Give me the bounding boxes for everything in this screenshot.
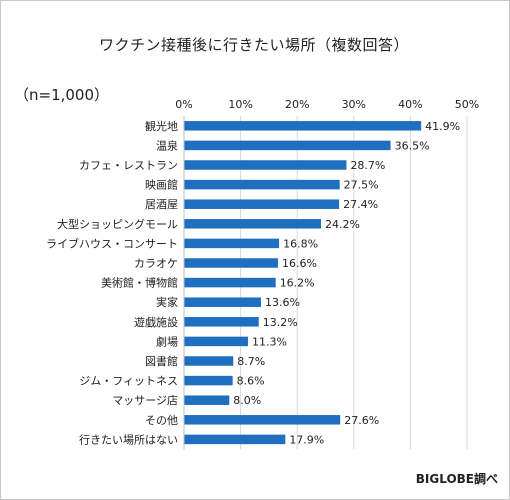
category-label: 行きたい場所はない — [79, 433, 178, 446]
bar — [184, 277, 276, 288]
category-label: 実家 — [156, 295, 178, 309]
bar — [184, 121, 422, 131]
data-label: 27.5% — [344, 179, 379, 192]
category-label: 観光地 — [145, 119, 178, 133]
data-label: 28.7% — [350, 159, 385, 172]
x-tick-label: 0% — [175, 98, 192, 111]
data-label: 16.2% — [280, 277, 315, 290]
bar — [184, 238, 280, 249]
category-label: ジム・フィットネス — [79, 375, 178, 388]
data-label: 8.0% — [233, 394, 261, 407]
data-label: 11.3% — [252, 335, 287, 348]
category-label: 映画館 — [145, 178, 178, 192]
data-label: 17.9% — [289, 433, 324, 446]
data-label: 27.6% — [344, 414, 379, 427]
data-label: 36.5% — [395, 139, 430, 152]
category-label: カフェ・レストラン — [79, 159, 178, 172]
data-label: 8.6% — [237, 375, 265, 388]
bar — [184, 258, 278, 268]
bar — [184, 219, 321, 229]
category-label: 大型ショッピングモール — [57, 217, 178, 231]
data-label: 16.6% — [282, 257, 317, 270]
bar — [184, 140, 391, 151]
bar — [184, 434, 286, 445]
source-credit: BIGLOBE調べ — [415, 472, 498, 486]
bar — [184, 415, 341, 425]
x-tick-label: 30% — [342, 98, 366, 111]
data-label: 16.8% — [283, 237, 318, 250]
bar — [184, 395, 230, 405]
x-tick-label: 20% — [285, 98, 309, 111]
bar — [184, 179, 340, 190]
category-label: 劇場 — [156, 334, 178, 348]
bar — [184, 199, 340, 209]
category-label: 美術館・博物館 — [101, 276, 178, 290]
category-label: マッサージ店 — [112, 393, 178, 407]
category-label: その他 — [145, 414, 178, 427]
bar — [184, 356, 234, 366]
category-label: カラオケ — [134, 257, 178, 270]
x-tick-label: 10% — [228, 98, 252, 111]
sample-size-note: （n=1,000） — [14, 86, 110, 104]
bar — [184, 160, 347, 170]
category-label: 温泉 — [156, 138, 178, 152]
data-label: 13.6% — [265, 296, 300, 309]
category-label: ライブハウス・コンサート — [46, 236, 178, 250]
data-label: 27.4% — [343, 198, 378, 211]
data-label: 24.2% — [325, 218, 360, 231]
bar — [184, 336, 248, 347]
data-label: 13.2% — [263, 316, 298, 329]
x-tick-label: 50% — [455, 98, 479, 111]
x-tick-label: 40% — [398, 98, 422, 111]
category-label: 居酒屋 — [145, 198, 178, 211]
data-label: 8.7% — [237, 355, 265, 368]
category-label: 遊戯施設 — [134, 315, 178, 329]
category-label: 図書館 — [145, 354, 178, 368]
bar — [184, 297, 261, 307]
bar — [184, 375, 233, 386]
bar — [184, 317, 259, 327]
data-label: 41.9% — [425, 120, 460, 133]
chart-title: ワクチン接種後に行きたい場所（複数回答） — [98, 36, 409, 54]
